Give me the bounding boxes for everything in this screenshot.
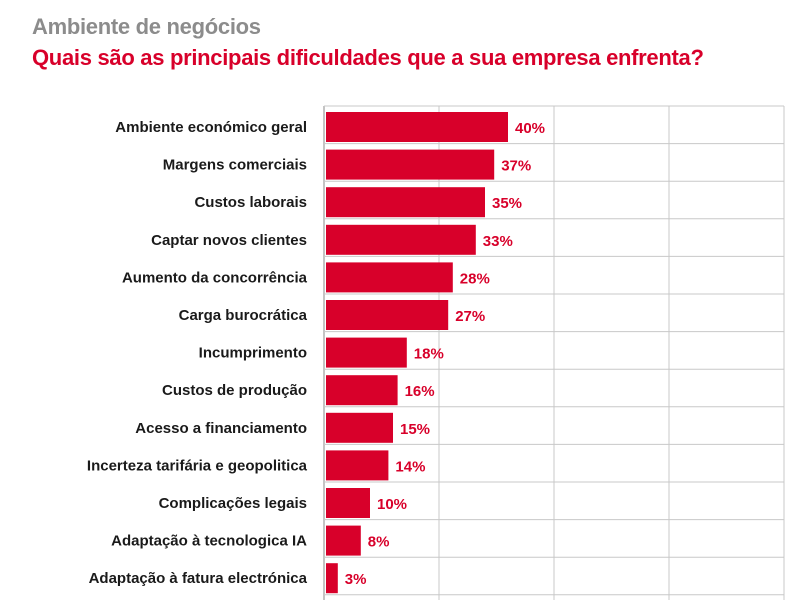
category-label-0: Ambiente económico geral bbox=[115, 119, 307, 136]
category-label-3: Captar novos clientes bbox=[151, 232, 307, 249]
bar-0 bbox=[326, 112, 508, 142]
category-label-7: Custos de produção bbox=[162, 382, 307, 399]
bar-8 bbox=[326, 412, 393, 443]
bar-5 bbox=[326, 300, 449, 330]
category-labels: Ambiente económico geral Margens comercia… bbox=[87, 119, 308, 587]
value-label-2: 35% bbox=[492, 195, 522, 212]
value-label-4: 28% bbox=[460, 270, 490, 287]
chart-subtitle: Ambiente de negócios bbox=[32, 14, 261, 39]
chart-bars bbox=[326, 112, 508, 594]
bar-2 bbox=[326, 187, 485, 218]
category-label-12: Adaptação à fatura electrónica bbox=[89, 570, 308, 587]
category-label-6: Incumprimento bbox=[199, 345, 307, 362]
bar-9 bbox=[326, 450, 389, 481]
bar-3 bbox=[326, 224, 476, 255]
bar-4 bbox=[326, 262, 453, 293]
category-label-11: Adaptação à tecnologica IA bbox=[111, 533, 307, 550]
value-label-10: 10% bbox=[377, 496, 407, 513]
value-label-12: 3% bbox=[345, 571, 367, 588]
bar-6 bbox=[326, 337, 407, 368]
chart-title: Quais são as principais dificuldades que… bbox=[32, 45, 704, 70]
value-label-7: 16% bbox=[405, 383, 435, 400]
bar-11 bbox=[326, 525, 361, 556]
category-label-1: Margens comerciais bbox=[163, 157, 307, 174]
value-label-6: 18% bbox=[414, 346, 444, 363]
bar-7 bbox=[326, 375, 398, 406]
category-label-8: Acesso a financiamento bbox=[135, 420, 307, 437]
value-label-11: 8% bbox=[368, 534, 390, 551]
value-labels: 40% 37% 35% 33% 28% 27% 18% 16% 15% 14% 10% 8% 3% bbox=[345, 120, 545, 588]
bar-1 bbox=[326, 149, 495, 180]
category-label-4: Aumento da concorrência bbox=[122, 269, 308, 286]
chart-grid bbox=[323, 105, 785, 600]
bar-10 bbox=[326, 488, 370, 518]
value-label-3: 33% bbox=[483, 233, 513, 250]
bar-12 bbox=[326, 563, 338, 594]
value-label-5: 27% bbox=[455, 308, 485, 325]
category-label-10: Complicações legais bbox=[159, 495, 307, 512]
value-label-0: 40% bbox=[515, 120, 545, 137]
value-label-9: 14% bbox=[395, 458, 425, 475]
category-label-5: Carga burocrática bbox=[179, 307, 308, 324]
value-label-8: 15% bbox=[400, 421, 430, 438]
category-label-2: Custos laborais bbox=[194, 194, 307, 211]
value-label-1: 37% bbox=[501, 158, 531, 175]
category-label-9: Incerteza tarifária e geopolitica bbox=[87, 457, 308, 474]
